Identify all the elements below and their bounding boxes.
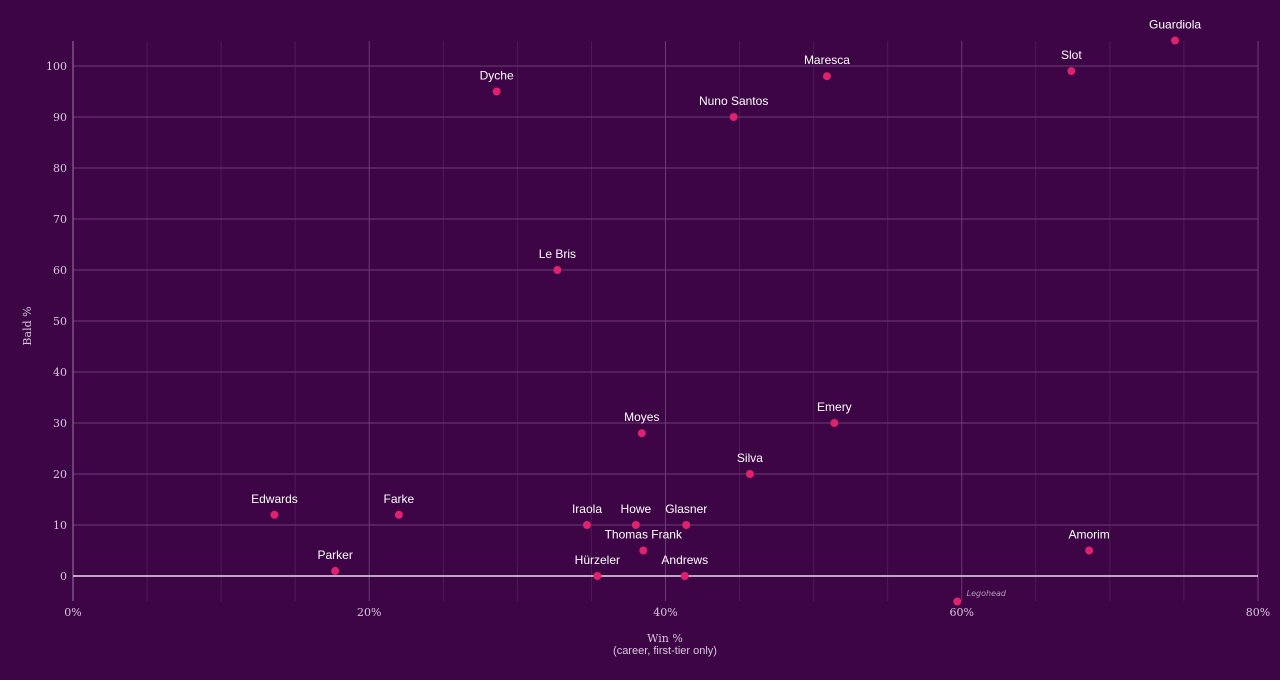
data-point [822,72,831,81]
y-tick-labels: 0 10 20 30 40 50 60 70 80 90 100 [46,60,67,583]
point-label: Maresca [804,53,850,67]
data-point [682,521,691,529]
watermark-signature: Legohead [967,589,1007,598]
y-tick-label: 100 [46,60,67,73]
y-tick-label: 40 [53,366,67,379]
point-label: Howe [621,502,652,516]
x-tick-labels: 0% 20% 40% 60% 80% [64,606,1270,619]
point-label: Guardiola [1149,18,1201,32]
y-axis-title: Bald % [21,306,34,345]
grid [72,41,1259,601]
y-tick-label: 70 [53,213,67,226]
point-label: Nuno Santos [699,94,768,108]
x-tick-label: 0% [64,606,81,619]
x-tick-label: 20% [357,606,381,619]
data-point [593,572,602,580]
point-label: Emery [817,400,852,414]
x-axis-subtitle: (career, first-tier only) [613,645,717,657]
y-tick-label: 50 [53,315,67,328]
point-label: Iraola [572,502,602,516]
y-tick-label: 90 [53,111,67,124]
point-labels: Guardiola Slot Maresca Dyche Nuno Santos Le B… [251,18,1201,568]
x-tick-label: 60% [950,606,974,619]
y-tick-label: 60 [53,264,67,277]
data-point [492,87,501,96]
point-label: Parker [318,548,353,562]
point-label: Silva [737,451,763,465]
data-point [729,113,738,121]
x-axis-title: Win % [647,632,683,645]
data-point [553,266,562,274]
data-point [270,510,279,519]
point-label: Dyche [480,69,514,83]
y-tick-label: 80 [53,162,67,175]
point-label: Glasner [665,502,707,516]
point-label: Hürzeler [575,553,620,567]
point-label: Le Bris [539,247,576,261]
x-tick-label: 40% [653,606,677,619]
data-point [1171,36,1180,45]
data-point [639,546,648,555]
data-point [953,597,962,606]
point-label: Thomas Frank [605,528,683,542]
y-tick-label: 20 [53,468,67,481]
data-points [270,36,1180,606]
data-point [1085,546,1094,555]
point-label: Amorim [1068,528,1109,542]
point-label: Slot [1061,48,1082,62]
point-label: Edwards [251,492,298,506]
data-point [582,521,591,529]
point-label: Andrews [661,553,708,567]
x-tick-label: 80% [1246,606,1270,619]
point-label: Farke [384,492,415,506]
data-point [394,510,403,519]
data-point [830,419,839,427]
data-point [745,470,754,478]
point-label: Moyes [624,410,659,424]
data-point [631,521,640,529]
data-point [637,429,646,438]
y-tick-label: 10 [53,519,67,532]
data-point [1067,67,1076,76]
axes [72,41,1258,601]
y-tick-label: 30 [53,417,67,430]
y-tick-label: 0 [60,570,67,583]
data-point [331,566,340,575]
data-point [680,572,689,580]
